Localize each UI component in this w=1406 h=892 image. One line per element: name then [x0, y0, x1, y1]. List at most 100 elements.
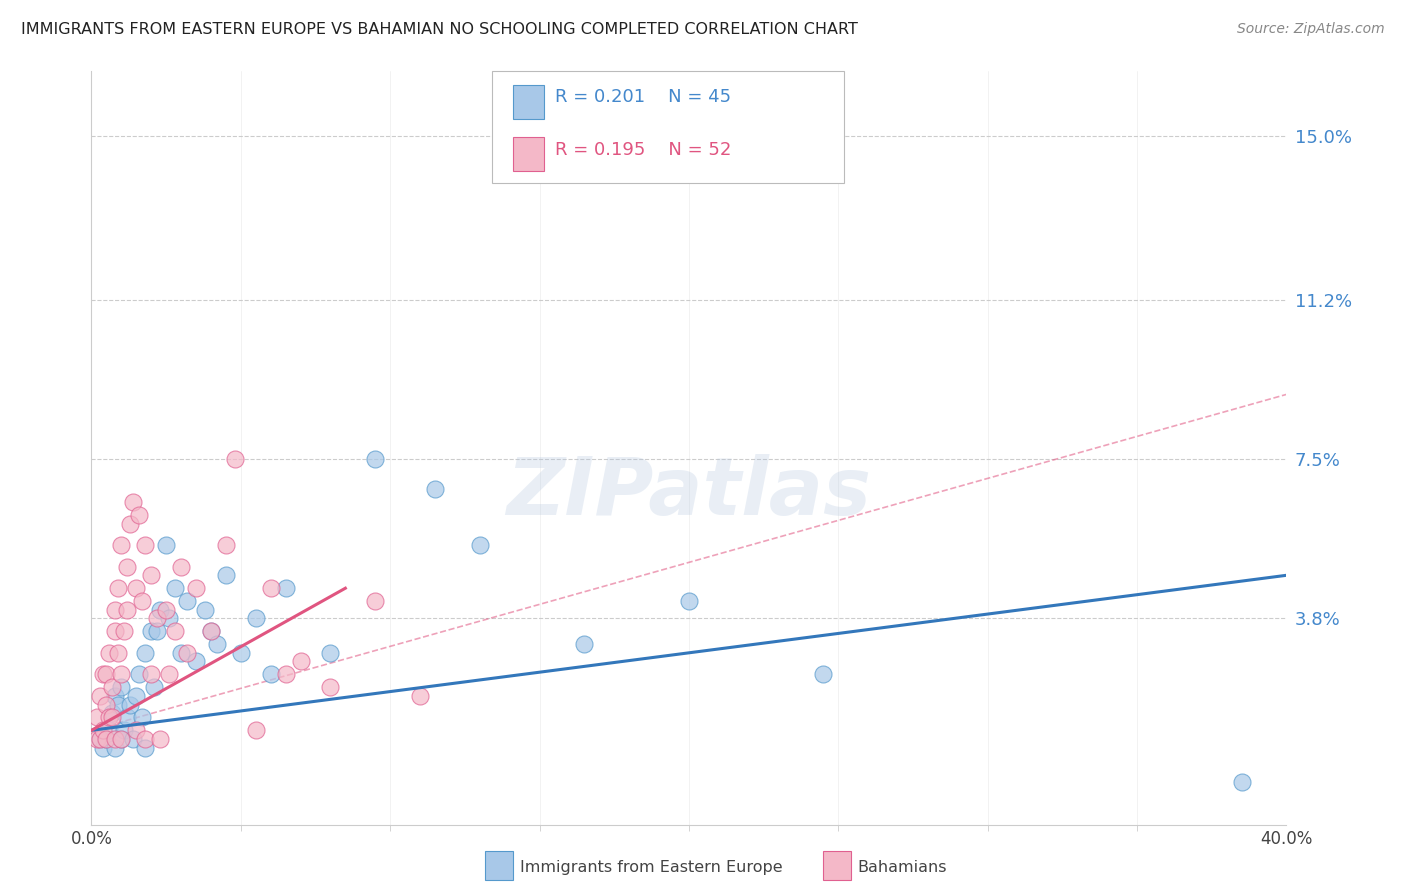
Point	[110, 667, 132, 681]
Point	[134, 646, 156, 660]
Point	[157, 611, 180, 625]
Point	[290, 655, 312, 669]
Text: R = 0.201    N = 45: R = 0.201 N = 45	[555, 88, 731, 106]
Point	[110, 731, 132, 746]
Point	[104, 624, 127, 639]
Point	[364, 594, 387, 608]
Point	[131, 594, 153, 608]
Point	[122, 731, 145, 746]
Point	[319, 680, 342, 694]
Point	[146, 624, 169, 639]
Point	[143, 680, 166, 694]
Point	[184, 581, 207, 595]
Point	[141, 667, 163, 681]
Point	[115, 710, 138, 724]
Point	[86, 710, 108, 724]
Point	[274, 667, 297, 681]
Point	[259, 667, 281, 681]
Point	[176, 594, 198, 608]
Point	[104, 689, 127, 703]
Point	[115, 603, 138, 617]
Point	[245, 723, 267, 738]
Point	[259, 581, 281, 595]
Point	[200, 624, 222, 639]
Point	[319, 646, 342, 660]
Point	[104, 740, 127, 755]
Point	[205, 637, 228, 651]
Text: Bahamians: Bahamians	[858, 860, 948, 874]
Point	[104, 731, 127, 746]
Point	[134, 538, 156, 552]
Point	[141, 624, 163, 639]
Text: Immigrants from Eastern Europe: Immigrants from Eastern Europe	[520, 860, 783, 874]
Point	[170, 646, 193, 660]
Point	[215, 538, 238, 552]
Text: IMMIGRANTS FROM EASTERN EUROPE VS BAHAMIAN NO SCHOOLING COMPLETED CORRELATION CH: IMMIGRANTS FROM EASTERN EUROPE VS BAHAMI…	[21, 22, 858, 37]
Point	[224, 452, 246, 467]
Point	[101, 710, 124, 724]
Point	[89, 731, 111, 746]
Point	[149, 603, 172, 617]
Point	[364, 452, 387, 467]
Point	[93, 723, 115, 738]
Point	[1230, 775, 1253, 789]
Point	[107, 581, 129, 595]
Text: Source: ZipAtlas.com: Source: ZipAtlas.com	[1237, 22, 1385, 37]
Point	[176, 646, 198, 660]
Point	[170, 559, 193, 574]
Point	[107, 698, 129, 712]
Point	[163, 624, 186, 639]
Text: R = 0.195    N = 52: R = 0.195 N = 52	[555, 141, 731, 159]
Point	[96, 731, 118, 746]
Point	[107, 646, 129, 660]
Point	[112, 624, 135, 639]
Point	[131, 710, 153, 724]
Point	[125, 723, 148, 738]
Point	[98, 646, 121, 660]
Point	[89, 731, 111, 746]
Point	[215, 568, 238, 582]
Point	[194, 603, 217, 617]
Point	[141, 568, 163, 582]
Point	[112, 723, 135, 738]
Point	[101, 680, 124, 694]
Point	[96, 731, 118, 746]
Point	[678, 594, 700, 608]
Point	[229, 646, 252, 660]
Text: ZIPatlas: ZIPatlas	[506, 454, 872, 533]
Point	[128, 667, 150, 681]
Point	[93, 667, 115, 681]
Point	[98, 710, 121, 724]
Point	[134, 740, 156, 755]
Point	[120, 516, 142, 531]
Point	[89, 689, 111, 703]
Point	[274, 581, 297, 595]
Point	[96, 698, 118, 712]
Point	[146, 611, 169, 625]
Point	[110, 538, 132, 552]
Point	[155, 538, 177, 552]
Point	[110, 680, 132, 694]
Point	[245, 611, 267, 625]
Point	[128, 508, 150, 522]
Point	[157, 667, 180, 681]
Point	[134, 731, 156, 746]
Point	[149, 731, 172, 746]
Point	[110, 731, 132, 746]
Point	[468, 538, 491, 552]
Point	[125, 581, 148, 595]
Point	[409, 689, 432, 703]
Point	[86, 731, 108, 746]
Point	[104, 603, 127, 617]
Point	[120, 698, 142, 712]
Point	[574, 637, 596, 651]
Point	[125, 689, 148, 703]
Point	[813, 667, 835, 681]
Point	[96, 667, 118, 681]
Point	[98, 723, 121, 738]
Point	[155, 603, 177, 617]
Point	[200, 624, 222, 639]
Point	[101, 706, 124, 720]
Point	[122, 495, 145, 509]
Point	[423, 482, 446, 496]
